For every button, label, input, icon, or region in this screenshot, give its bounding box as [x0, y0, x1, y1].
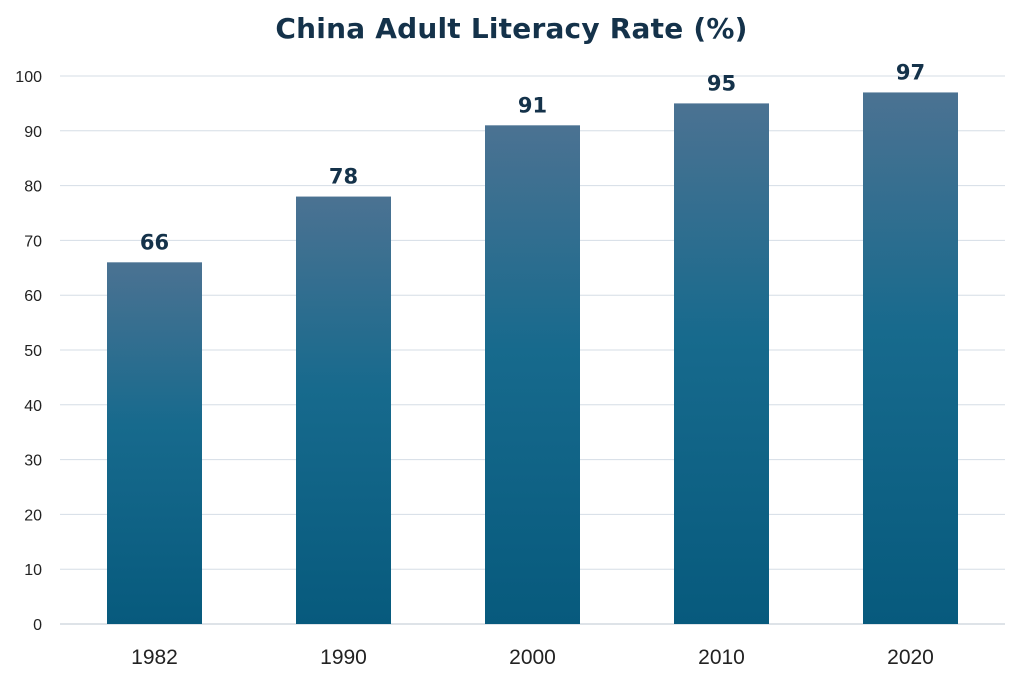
y-tick-label: 70 [24, 233, 42, 250]
bars [107, 92, 958, 624]
bar-2020 [863, 92, 958, 624]
y-axis-ticks: 0 10 20 30 40 50 60 70 80 90 100 [15, 69, 42, 634]
y-tick-label: 0 [33, 617, 42, 634]
data-label-2000: 91 [518, 93, 547, 117]
data-label-2010: 95 [707, 71, 736, 95]
x-tick-label-1982: 1982 [131, 646, 178, 669]
y-tick-label: 80 [24, 179, 42, 196]
bar-2010 [674, 103, 769, 624]
x-axis-ticks: 1982 1990 2000 2010 2020 [131, 646, 934, 669]
y-tick-label: 50 [24, 343, 42, 360]
y-tick-label: 20 [24, 507, 42, 524]
x-tick-label-1990: 1990 [320, 646, 367, 669]
x-tick-label-2010: 2010 [698, 646, 745, 669]
data-label-1990: 78 [329, 165, 358, 189]
y-tick-label: 60 [24, 288, 42, 305]
data-label-2020: 97 [896, 60, 925, 84]
bar-1990 [296, 196, 391, 624]
chart-title: China Adult Literacy Rate (%) [275, 12, 748, 45]
y-tick-label: 90 [24, 124, 42, 141]
y-tick-label: 100 [15, 69, 42, 86]
x-tick-label-2000: 2000 [509, 646, 556, 669]
data-labels: 66 78 91 95 97 [140, 60, 925, 254]
x-tick-label-2020: 2020 [887, 646, 934, 669]
data-label-1982: 66 [140, 230, 169, 254]
y-tick-label: 30 [24, 453, 42, 470]
bar-1982 [107, 262, 202, 624]
bar-2000 [485, 125, 580, 624]
y-tick-label: 10 [24, 562, 42, 579]
y-tick-label: 40 [24, 398, 42, 415]
